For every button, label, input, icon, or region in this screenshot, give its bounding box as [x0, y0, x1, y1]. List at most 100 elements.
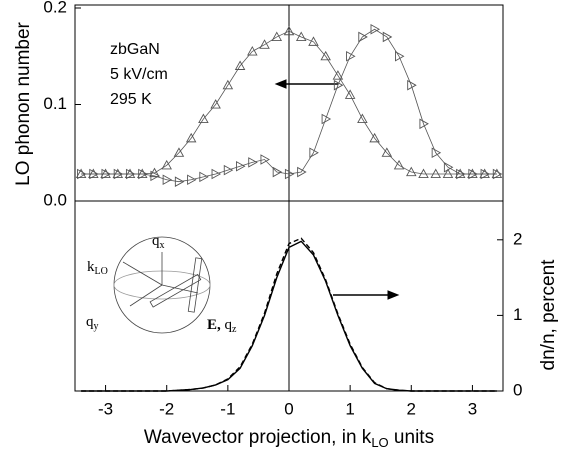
inset-label: qy: [86, 314, 99, 332]
data-point: [211, 168, 222, 180]
data-point: [174, 176, 185, 187]
data-point: [480, 168, 491, 180]
inset-label-base: q: [221, 317, 233, 333]
data-point: [454, 168, 466, 179]
data-point: [113, 168, 124, 180]
data-point: [222, 79, 234, 90]
x-axis-title: Wavevector projection, in kLO units: [144, 427, 434, 450]
inset-diagram: [113, 236, 211, 334]
x-title-end: units: [389, 427, 434, 448]
data-point: [223, 164, 234, 176]
data-point: [333, 79, 344, 91]
data-point: [88, 168, 99, 179]
data-point: [467, 168, 478, 179]
x-tick-label: 0: [284, 399, 293, 418]
data-point: [101, 168, 111, 180]
x-tick-label: 2: [407, 399, 416, 418]
data-point: [357, 113, 368, 124]
data-line: [81, 28, 497, 183]
data-point: [138, 168, 148, 180]
data-point: [344, 89, 356, 99]
data-point: [161, 159, 172, 170]
data-line: [81, 30, 497, 175]
data-point: [406, 166, 417, 177]
data-point: [199, 171, 209, 183]
data-point: [75, 168, 87, 179]
data-point: [468, 168, 478, 180]
data-point: [247, 45, 258, 56]
data-point: [136, 168, 148, 179]
data-point: [236, 160, 246, 172]
data-point: [479, 168, 490, 179]
data-point: [358, 31, 368, 43]
data-point: [381, 147, 393, 157]
data-point: [248, 157, 258, 168]
data-point: [89, 168, 99, 180]
inset-label: E, qz: [207, 317, 237, 335]
data-point: [382, 31, 393, 43]
data-point: [346, 50, 356, 62]
inset-label-base: k: [87, 259, 95, 275]
data-point: [185, 132, 197, 143]
data-point: [308, 36, 319, 46]
y-tick-label: 0.0: [43, 190, 67, 209]
inset-label-base: q: [152, 233, 160, 249]
inset-label-base: E,: [207, 317, 221, 333]
data-point: [419, 118, 429, 130]
data-point: [491, 168, 503, 179]
data-point: [260, 154, 270, 165]
data-line: [81, 237, 497, 392]
data-point: [283, 25, 295, 36]
data-point: [430, 168, 442, 179]
inset-label-sub: x: [160, 240, 165, 251]
data-point: [369, 132, 380, 143]
data-point: [150, 170, 160, 182]
data-point: [321, 113, 332, 125]
data-point: [395, 50, 405, 62]
data-point: [162, 174, 173, 186]
data-point: [125, 168, 136, 180]
data-point: [492, 168, 503, 180]
annotation: 5 kV/cm: [110, 66, 168, 83]
data-point: [259, 39, 270, 49]
inset-label-sub: LO: [95, 266, 108, 277]
data-point: [320, 50, 331, 61]
data-point: [112, 168, 124, 179]
data-point: [210, 99, 221, 109]
data-point: [271, 31, 283, 41]
y-tick-label: 2: [513, 229, 522, 248]
y-axis-title: LO phonon number: [13, 21, 34, 185]
y-tick-label: 0: [513, 380, 522, 399]
data-point: [393, 159, 405, 170]
x-tick-label: -3: [98, 399, 113, 418]
inset-label: kLO: [87, 259, 108, 277]
data-point: [370, 23, 381, 35]
data-point: [418, 168, 429, 179]
data-point: [332, 70, 344, 80]
arrow: [333, 290, 400, 300]
inset-label-sub: y: [94, 321, 99, 332]
data-point: [234, 60, 246, 70]
data-point: [100, 168, 111, 179]
data-point: [198, 113, 209, 124]
data-point: [187, 174, 197, 186]
x-tick-label: 3: [468, 399, 477, 418]
x-tick-label: 1: [345, 399, 354, 418]
data-point: [309, 147, 319, 159]
y-tick-label: 1: [513, 305, 522, 324]
data-point: [295, 31, 307, 41]
x-title-sub: LO: [371, 435, 388, 450]
annotation: zbGaN: [110, 41, 160, 58]
annotation: 295 K: [110, 91, 152, 108]
data-point: [407, 79, 417, 91]
y-tick-label: 0.1: [43, 94, 67, 113]
data-point: [442, 168, 454, 179]
data-point: [173, 147, 185, 157]
data-point: [456, 168, 466, 180]
data-point: [272, 166, 283, 178]
data-point: [431, 147, 442, 159]
inset-label-base: q: [86, 314, 94, 330]
data-point: [124, 168, 136, 179]
x-tick-label: -2: [159, 399, 174, 418]
